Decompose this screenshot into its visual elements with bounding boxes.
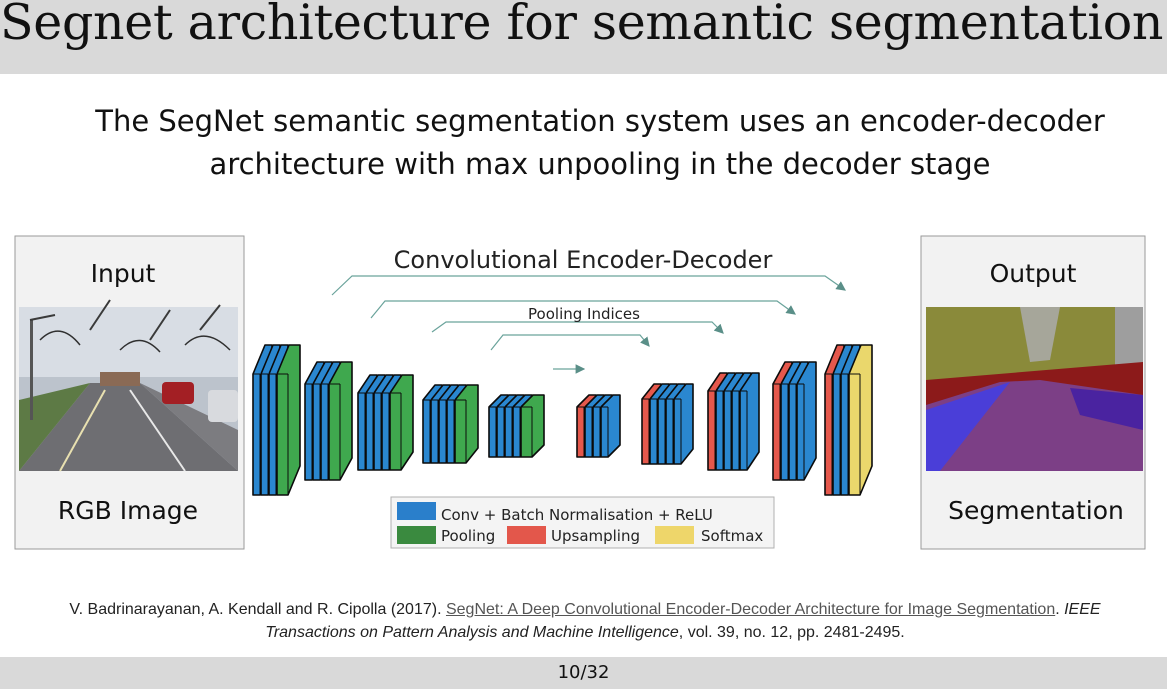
conv-layer bbox=[673, 383, 694, 465]
encoder-block-3 bbox=[357, 374, 414, 471]
conv-layer bbox=[739, 372, 760, 471]
encoder-block-5 bbox=[488, 394, 545, 458]
citation-authors: V. Badrinarayanan, A. Kendall and R. Cip… bbox=[69, 601, 446, 618]
pooling-index-arrow-3 bbox=[431, 321, 724, 334]
footer-bar: 10/32 bbox=[0, 657, 1167, 689]
citation: V. Badrinarayanan, A. Kendall and R. Cip… bbox=[60, 598, 1110, 644]
pooling-index-arrows bbox=[331, 275, 846, 374]
input-label: Input bbox=[91, 259, 156, 288]
decoder-block-4 bbox=[641, 383, 694, 465]
input-panel: Input RGB Image bbox=[14, 235, 245, 550]
legend-item-softmax: Softmax bbox=[655, 526, 763, 545]
pooling-index-arrow-2 bbox=[370, 300, 796, 319]
legend-label-upsampling: Upsampling bbox=[551, 527, 640, 545]
conv-layer bbox=[600, 394, 621, 458]
legend: Conv + Batch Normalisation + ReLU Poolin… bbox=[390, 496, 775, 549]
legend-label-pooling: Pooling bbox=[441, 527, 495, 545]
citation-details: , vol. 39, no. 12, pp. 2481-2495. bbox=[678, 624, 905, 641]
network-layers bbox=[252, 344, 873, 496]
output-label: Output bbox=[990, 259, 1077, 288]
legend-item-pooling: Pooling bbox=[397, 526, 495, 545]
legend-swatch-pooling bbox=[397, 526, 436, 544]
encoder-block-4 bbox=[422, 384, 479, 464]
decoder-block-3 bbox=[707, 372, 760, 471]
legend-swatch-upsampling bbox=[507, 526, 546, 544]
slide-subtitle: The SegNet semantic segmentation system … bbox=[95, 104, 1105, 181]
legend-item-upsampling: Upsampling bbox=[507, 526, 640, 545]
diagram-header: Convolutional Encoder-Decoder bbox=[394, 246, 773, 274]
pooling-index-arrow-4 bbox=[490, 334, 650, 351]
segmentation-label: Segmentation bbox=[948, 496, 1124, 525]
pooling-indices-label: Pooling Indices bbox=[528, 305, 640, 323]
slide-title: Segnet architecture for semantic segment… bbox=[0, 0, 1164, 51]
legend-item-conv: Conv + Batch Normalisation + ReLU bbox=[397, 502, 713, 524]
conv-layer bbox=[796, 361, 817, 481]
segmentation-map bbox=[926, 307, 1143, 471]
legend-swatch-conv bbox=[397, 502, 436, 520]
rgb-image-label: RGB Image bbox=[58, 496, 198, 525]
street-photo bbox=[19, 299, 238, 472]
output-panel: Output Segmentation bbox=[920, 235, 1146, 550]
citation-journal: IEEE Transactions on Pattern Analysis an… bbox=[265, 601, 1101, 641]
legend-label-softmax: Softmax bbox=[701, 527, 763, 545]
legend-swatch-softmax bbox=[655, 526, 694, 544]
segnet-diagram: Input RGB Image Output bbox=[14, 235, 1146, 550]
citation-paper-link[interactable]: SegNet: A Deep Convolutional Encoder-Dec… bbox=[445, 601, 1056, 618]
title-bar: Segnet architecture for semantic segment… bbox=[0, 0, 1167, 74]
pooling-index-arrow-1 bbox=[331, 275, 846, 296]
decoder-block-2 bbox=[772, 361, 817, 481]
encoder-block-1 bbox=[252, 344, 301, 496]
decoder-block-5 bbox=[576, 394, 621, 458]
encoder-block-2 bbox=[304, 361, 353, 481]
page-number: 10/32 bbox=[557, 662, 610, 683]
decoder-block-1 bbox=[824, 344, 873, 496]
citation-sep: . bbox=[1055, 601, 1065, 618]
legend-label-conv: Conv + Batch Normalisation + ReLU bbox=[441, 506, 713, 524]
